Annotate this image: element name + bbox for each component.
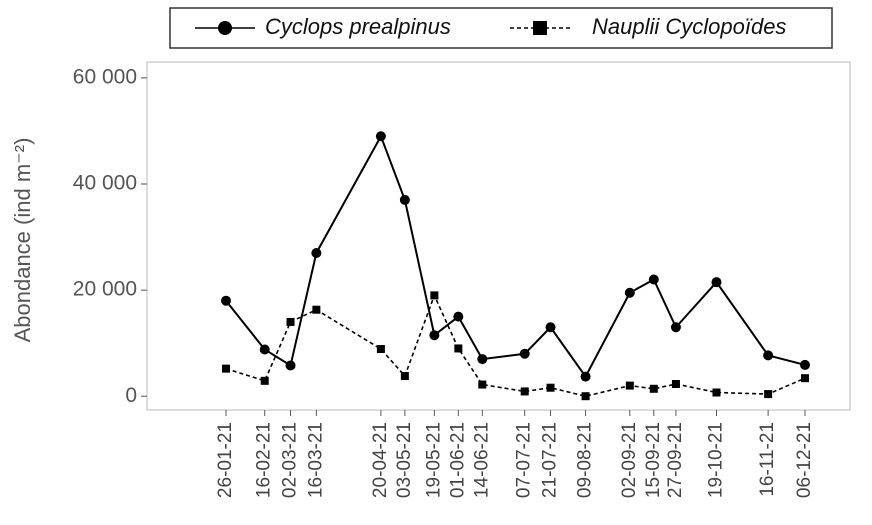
series-line [225,133,806,379]
point [454,344,463,353]
legend-label: Cyclops prealpinus [265,14,451,39]
x-tick-label: 19-05-21 [423,422,444,498]
point [375,131,386,142]
x-tick-label: 06-12-21 [794,422,815,498]
x-tick-label: 27-09-21 [665,422,686,498]
point [711,277,722,288]
point [311,247,322,258]
point [764,390,773,399]
y-tick-label: 40 000 [73,172,137,195]
x-tick-label: 19-10-21 [706,422,727,498]
x-tick-label: 16-02-21 [254,422,275,498]
x-tick-label: 02-03-21 [280,422,301,498]
point [285,360,296,371]
point [545,322,556,333]
point [221,295,231,306]
x-tick-label: 03-05-21 [394,422,415,498]
x-tick-label: 20-04-21 [370,422,391,498]
x-tick-label: 16-11-21 [757,422,778,497]
x-tick-label: 14-06-21 [471,422,492,498]
x-tick-label: 02-09-21 [619,422,640,498]
point [763,350,774,361]
point [222,364,230,373]
point [453,311,464,322]
point [520,387,529,396]
point [580,371,591,382]
point [801,374,809,383]
point [477,354,488,365]
point [478,380,487,389]
point [312,305,321,314]
point [712,388,721,397]
legend-marker [218,21,232,35]
point [546,383,555,392]
point [649,384,658,393]
point [429,330,440,341]
x-tick-label: 07-07-21 [514,422,535,498]
point [671,380,680,389]
point [286,317,295,326]
x-tick-label: 16-03-21 [305,422,326,498]
x-tick-label: 09-08-21 [575,422,596,498]
plot-frame [146,61,851,411]
point [376,344,385,353]
y-axis-label: Abondance (ind m⁻²) [10,138,35,343]
point [399,194,410,205]
y-tick-label: 0 [125,384,137,407]
x-tick-label: 26-01-21 [215,422,236,498]
point [430,291,439,300]
point [259,344,270,355]
point [800,359,810,370]
point [625,381,634,390]
point [581,392,590,401]
point [260,376,269,385]
x-tick-label: 15-09-21 [643,422,664,498]
x-tick-label: 01-06-21 [447,422,468,498]
legend-marker [533,21,547,35]
series-line [225,293,806,398]
y-tick-label: 20 000 [73,278,137,301]
point [400,372,409,381]
legend-label: Nauplii Cyclopoïdes [592,14,786,39]
point [648,274,659,285]
legend-box [169,7,833,49]
point [670,322,681,333]
point [624,287,635,298]
y-tick-label: 60 000 [73,65,137,88]
point [519,348,530,359]
x-tick-label: 21-07-21 [540,422,561,498]
